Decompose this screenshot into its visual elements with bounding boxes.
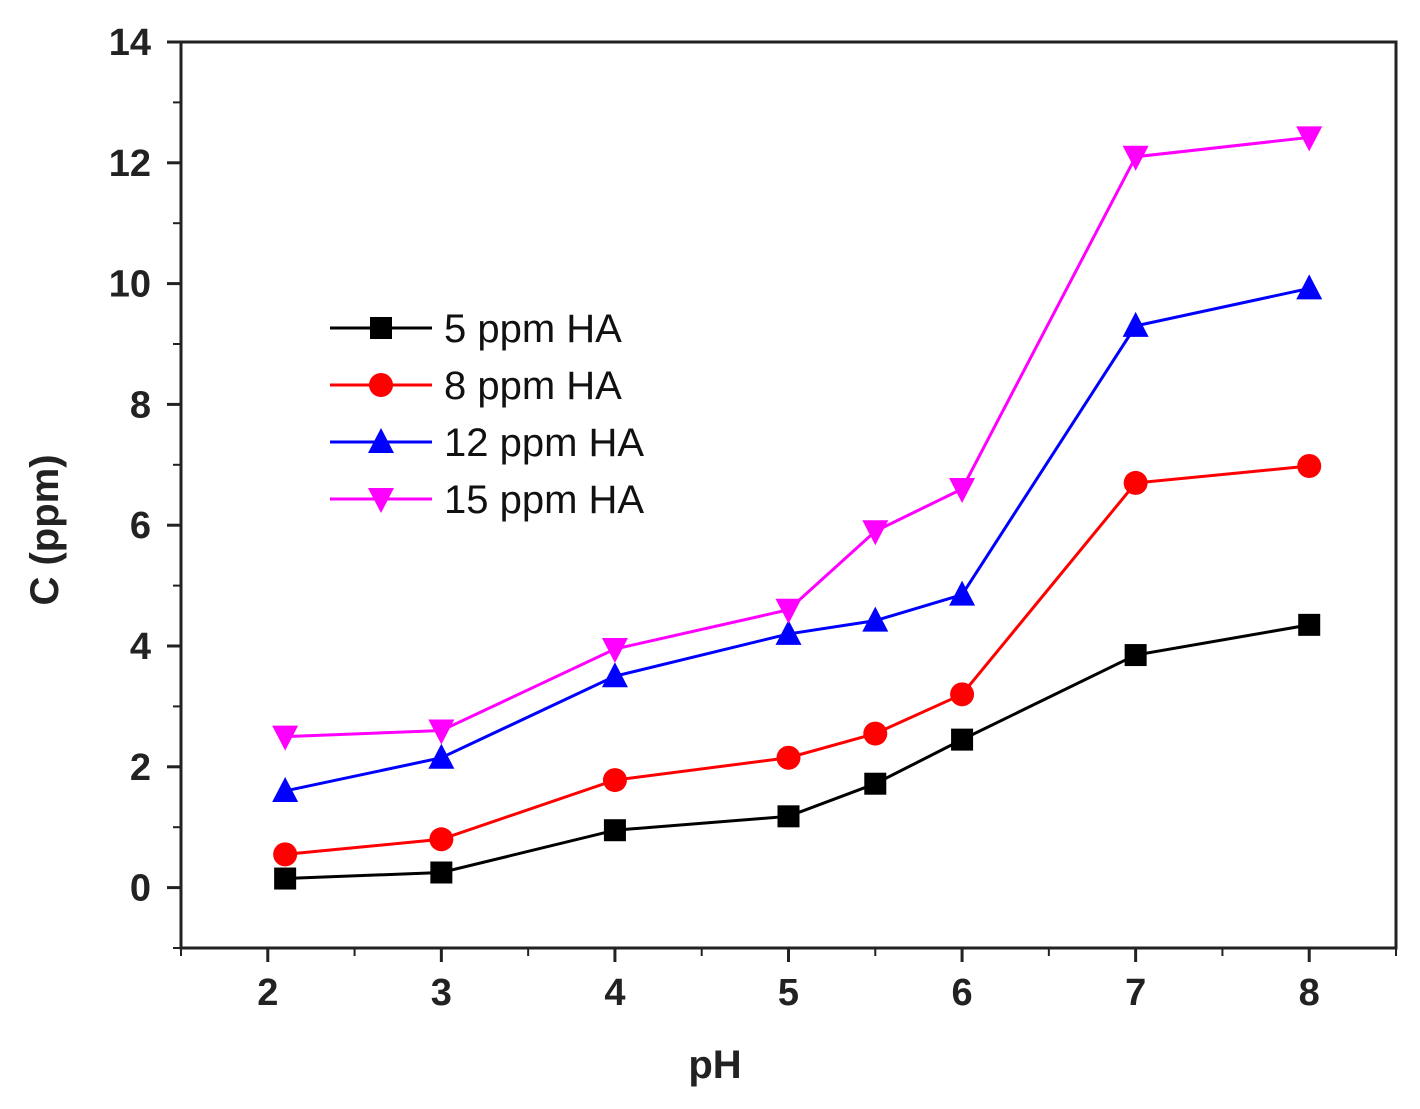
x-tick-label: 7 [1125, 972, 1146, 1014]
data-point [775, 619, 802, 645]
data-point [1296, 126, 1323, 152]
series-line [284, 286, 1310, 793]
data-point [863, 721, 888, 746]
data-point [1124, 644, 1147, 667]
y-tick-label: 8 [130, 384, 151, 426]
y-tick-label: 12 [109, 143, 151, 185]
legend-marker [370, 317, 392, 339]
legend-item-4: 15 ppm HA [330, 478, 644, 522]
y-tick-label: 14 [109, 22, 151, 64]
legend-label: 15 ppm HA [444, 478, 644, 522]
series-line [284, 464, 1310, 856]
x-axis-title: pH [688, 1043, 741, 1087]
data-point [428, 719, 455, 745]
x-tick-label: 2 [257, 972, 278, 1014]
data-point [1123, 470, 1148, 495]
y-tick-label: 10 [109, 264, 151, 306]
x-tick-label: 6 [952, 972, 973, 1014]
x-tick-label: 8 [1299, 972, 1320, 1014]
data-point [428, 743, 455, 769]
data-point [776, 745, 801, 770]
data-point [430, 861, 453, 884]
series-line [285, 623, 1310, 881]
data-point [272, 776, 299, 802]
legend-label: 8 ppm HA [444, 364, 622, 408]
series-1 [274, 613, 1321, 890]
y-tick-label: 0 [130, 868, 151, 910]
data-point [949, 477, 976, 503]
data-point [1122, 311, 1149, 337]
data-point [775, 598, 802, 624]
data-point [950, 682, 975, 707]
legend-item-2: 8 ppm HA [330, 364, 622, 408]
series-layer [272, 126, 1323, 890]
data-point [601, 662, 628, 688]
legend: 5 ppm HA 8 ppm HA 12 ppm HA 15 ppm HA [330, 307, 644, 522]
y-tick-label: 6 [130, 505, 151, 547]
data-point [603, 819, 626, 842]
data-point [273, 842, 298, 867]
y-tick-label: 2 [130, 747, 151, 789]
data-point [862, 520, 889, 546]
data-point [272, 725, 299, 751]
data-point [949, 580, 976, 606]
y-tick-label: 4 [130, 626, 151, 668]
data-point [1122, 145, 1149, 171]
x-tick-label: 5 [778, 972, 799, 1014]
data-point [429, 827, 454, 852]
legend-marker [368, 488, 394, 513]
legend-marker [369, 373, 393, 397]
x-tick-label: 3 [431, 972, 452, 1014]
axis-ticks: 0 2 4 6 8 10 12 14 2 3 4 5 6 7 8 [109, 22, 1397, 1014]
data-point [864, 772, 887, 795]
legend-label: 5 ppm HA [444, 307, 622, 351]
series-2 [273, 454, 1322, 867]
legend-item-1: 5 ppm HA [330, 307, 622, 351]
data-point [601, 638, 628, 664]
y-axis-title: C (ppm) [23, 454, 67, 605]
data-point [951, 728, 974, 751]
legend-item-3: 12 ppm HA [330, 421, 644, 465]
data-point [1298, 613, 1321, 636]
series-3 [272, 274, 1323, 802]
data-point [274, 867, 297, 890]
legend-marker [368, 428, 394, 453]
series-line [285, 135, 1310, 739]
x-tick-label: 4 [604, 972, 625, 1014]
data-point [777, 805, 800, 828]
series-4 [272, 126, 1323, 751]
data-point [1296, 274, 1323, 300]
data-point [862, 606, 889, 632]
data-point [602, 768, 627, 793]
legend-label: 12 ppm HA [444, 421, 644, 465]
data-point [1297, 454, 1322, 479]
